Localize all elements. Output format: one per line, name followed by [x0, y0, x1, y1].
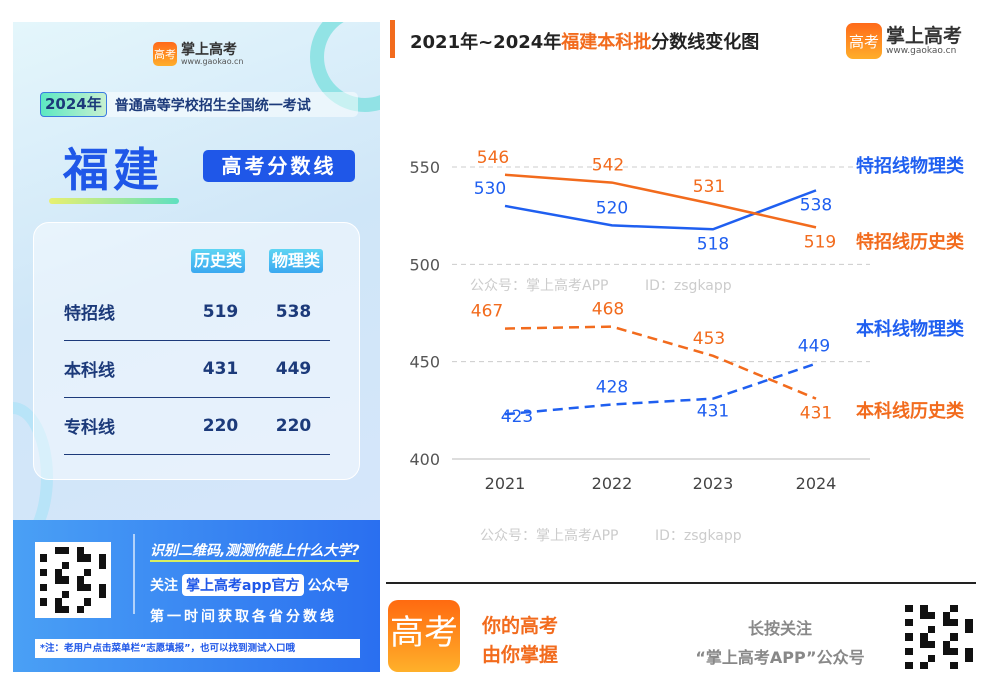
table-row: 本科线 431 449	[64, 340, 330, 398]
data-label: 538	[800, 195, 832, 215]
data-label: 530	[474, 179, 506, 199]
table-row: 特招线 519 538	[64, 283, 330, 341]
follow-line1: 长按关注	[747, 619, 812, 638]
header-history: 历史类	[191, 249, 246, 273]
series-line	[504, 189, 817, 231]
exam-banner: 2024年 普通高等学校招生全国统一考试	[40, 92, 358, 117]
data-label: 431	[800, 404, 832, 424]
slogan: 你的高考 由你掌握	[482, 612, 558, 670]
promo-note: *注：老用户点击菜单栏“志愿填报”，也可以找到测试入口哦	[35, 639, 360, 658]
slogan-line1: 你的高考	[482, 615, 559, 637]
data-label: 519	[804, 232, 836, 252]
logo-url: www.gaokao.cn	[886, 46, 957, 56]
province-title: 福建	[63, 143, 163, 197]
data-label: 518	[697, 234, 729, 254]
follow-prefix: 关注	[150, 578, 178, 594]
follow-suffix: 公众号	[307, 578, 350, 594]
physics-score: 449	[275, 358, 312, 379]
gaokao-logo-icon: 高考	[846, 23, 882, 59]
watermark: 公众号：掌上高考APP	[480, 527, 618, 544]
data-label: 453	[693, 329, 725, 349]
data-label: 531	[693, 177, 725, 197]
x-tick-label: 2022	[592, 474, 633, 493]
data-label: 520	[596, 198, 628, 218]
physics-score: 538	[275, 301, 312, 322]
app-icon: 高考	[388, 600, 460, 672]
promo-section: 识别二维码,测测你能上什么大学? 关注 掌上高考app官方 公众号 第一时间获取…	[13, 520, 380, 672]
brand-logo: 高考 掌上高考 www.gaokao.cn	[153, 42, 243, 66]
underline-decor	[49, 198, 179, 204]
series-label: 本科线物理类	[856, 318, 965, 340]
follow-account: 掌上高考app官方	[182, 574, 304, 596]
divider	[133, 534, 135, 614]
data-label: 467	[471, 302, 503, 322]
series-label: 特招线物理类	[856, 155, 965, 177]
series-line	[504, 173, 817, 229]
title-suffix: 分数线变化图	[651, 32, 760, 53]
promo-headline: 识别二维码,测测你能上什么大学?	[150, 540, 360, 562]
logo-name: 掌上高考	[886, 25, 963, 47]
data-label: 542	[592, 156, 624, 176]
title-highlight: 福建本科批	[561, 32, 652, 53]
x-tick-label: 2021	[485, 474, 526, 493]
x-tick-label: 2023	[693, 474, 734, 493]
slogan-line2: 由你掌握	[482, 644, 559, 666]
promo-follow: 关注 掌上高考app官方 公众号	[150, 574, 350, 596]
data-label: 546	[477, 148, 509, 168]
row-name: 专科线	[64, 418, 115, 438]
exam-name: 普通高等学校招生全国统一考试	[114, 97, 311, 114]
x-tick-label: 2024	[796, 474, 837, 493]
data-label: 449	[798, 337, 830, 357]
series-line	[504, 325, 817, 400]
history-score: 431	[202, 358, 239, 379]
logo-url: www.gaokao.cn	[181, 56, 244, 66]
subtitle-badge: 高考分数线	[203, 150, 355, 182]
chart-title: 2021年~2024年福建本科批分数线变化图	[410, 28, 759, 54]
follow-text: 长按关注 “掌上高考APP”公众号	[660, 614, 900, 672]
series-label: 本科线历史类	[856, 400, 965, 422]
history-score: 519	[202, 301, 239, 322]
left-poster: 高考 掌上高考 www.gaokao.cn 2024年 普通高等学校招生全国统一…	[13, 22, 380, 672]
row-name: 特招线	[64, 304, 115, 324]
header-logo: 高考 掌上高考 www.gaokao.cn	[846, 23, 962, 59]
watermark: ID：zsgkapp	[645, 278, 732, 294]
y-tick-label: 550	[409, 158, 440, 177]
physics-score: 220	[275, 415, 312, 436]
title-accent-bar	[390, 20, 395, 58]
series-label: 特招线历史类	[856, 231, 965, 253]
history-score: 220	[202, 415, 239, 436]
qr-code[interactable]	[35, 542, 111, 618]
data-label: 431	[697, 402, 729, 422]
series-line	[504, 362, 817, 416]
gaokao-logo-icon: 高考	[153, 42, 177, 66]
qr-code[interactable]	[903, 603, 975, 671]
data-label: 428	[596, 377, 628, 397]
promo-line3: 第一时间获取各省分数线	[150, 609, 337, 625]
title-prefix: 2021年~2024年	[410, 32, 562, 53]
row-name: 本科线	[64, 361, 115, 381]
header-physics: 物理类	[269, 249, 324, 273]
table-row: 专科线 220 220	[64, 397, 330, 455]
exam-year: 2024年	[40, 92, 107, 117]
footer-divider	[386, 582, 976, 584]
y-tick-label: 400	[409, 450, 440, 469]
follow-line2: “掌上高考APP”公众号	[695, 648, 865, 667]
data-label: 468	[592, 300, 624, 320]
logo-name: 掌上高考	[181, 41, 237, 58]
y-tick-label: 450	[409, 353, 440, 372]
data-label: 423	[501, 407, 533, 427]
watermark: 公众号：掌上高考APP	[470, 277, 608, 294]
y-tick-label: 500	[409, 255, 440, 274]
score-table: 历史类 物理类 特招线 519 538 本科线 431 449 专科线 220 …	[33, 222, 360, 480]
watermark: ID：zsgkapp	[655, 528, 742, 544]
